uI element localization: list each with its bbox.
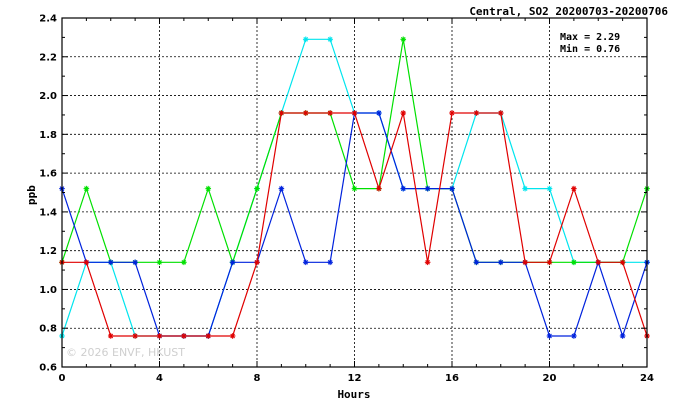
data-point — [522, 259, 528, 266]
data-point — [424, 259, 431, 266]
watermark: © 2026 ENVF, HKUST — [66, 346, 185, 359]
y-axis-title: ppb — [25, 185, 38, 205]
data-point — [181, 333, 187, 339]
series-layer — [59, 36, 650, 339]
data-point — [278, 185, 285, 192]
max-stat: Max = 2.29 — [560, 32, 620, 43]
x-tick-label: 4 — [156, 373, 163, 384]
data-point — [351, 110, 358, 116]
data-point — [595, 259, 602, 266]
x-tick-label: 24 — [640, 373, 654, 384]
data-point — [181, 259, 187, 266]
data-point — [327, 36, 333, 43]
data-point — [327, 110, 333, 116]
y-tick-label: 0.6 — [39, 363, 57, 374]
data-point — [83, 185, 90, 192]
data-point — [132, 259, 138, 266]
y-tick-label: 1.8 — [39, 130, 57, 141]
data-point — [351, 185, 358, 192]
chart-title: Central, SO2 20200703-20200706 — [469, 5, 668, 18]
data-point — [376, 185, 382, 192]
data-point — [497, 110, 504, 116]
ticks: 0 4 8 12 16 20 24 0.6 0.8 1.0 1.2 1.4 1.6 1.8 2.0 2.2 2.… — [39, 14, 654, 385]
data-point — [107, 259, 114, 266]
data-point — [571, 185, 577, 192]
y-tick-label: 2.4 — [39, 14, 57, 25]
data-point — [546, 259, 553, 266]
data-point — [522, 185, 528, 192]
data-point — [107, 333, 114, 339]
data-point — [449, 110, 455, 116]
data-point — [302, 36, 309, 43]
data-point — [229, 333, 236, 339]
x-tick-label: 16 — [445, 373, 459, 384]
data-point — [571, 259, 577, 266]
data-point — [132, 333, 138, 339]
y-tick-label: 1.6 — [39, 169, 57, 180]
data-point — [546, 333, 553, 339]
data-point — [400, 185, 407, 192]
data-point — [229, 259, 236, 266]
data-point — [376, 110, 382, 116]
data-point — [571, 333, 577, 339]
data-point — [424, 185, 431, 192]
x-tick-label: 20 — [543, 373, 557, 384]
data-point — [449, 185, 455, 192]
x-axis-title: Hours — [337, 388, 370, 401]
data-point — [278, 110, 285, 116]
data-point — [302, 259, 309, 266]
data-point — [83, 259, 90, 266]
min-stat: Min = 0.76 — [560, 43, 620, 55]
data-point — [156, 333, 163, 339]
y-tick-label: 2.2 — [39, 52, 57, 63]
y-tick-label: 1.0 — [39, 285, 57, 296]
data-point — [400, 110, 407, 116]
x-tick-label: 0 — [59, 373, 66, 384]
data-point — [400, 36, 407, 43]
data-point — [327, 259, 333, 266]
data-point — [254, 185, 260, 192]
x-tick-label: 8 — [254, 373, 261, 384]
data-point — [156, 259, 163, 266]
data-point — [619, 259, 626, 266]
y-tick-label: 0.8 — [39, 324, 57, 335]
y-tick-label: 2.0 — [39, 91, 57, 102]
data-point — [205, 185, 212, 192]
x-tick-label: 12 — [348, 373, 362, 384]
data-point — [205, 333, 212, 339]
grid — [62, 18, 647, 367]
y-tick-label: 1.2 — [39, 246, 57, 257]
data-point — [619, 333, 626, 339]
data-point — [473, 259, 480, 266]
data-point — [302, 110, 309, 116]
data-point — [254, 259, 260, 266]
data-point — [546, 185, 553, 192]
y-tick-label: 1.4 — [39, 207, 57, 218]
data-point — [473, 110, 480, 116]
data-point — [497, 259, 504, 266]
